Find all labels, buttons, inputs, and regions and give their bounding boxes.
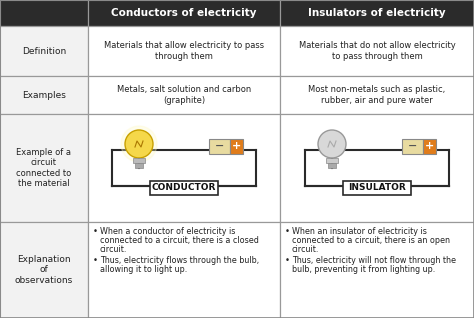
Bar xyxy=(343,181,411,195)
Text: Definition: Definition xyxy=(22,46,66,56)
Text: •: • xyxy=(285,256,290,265)
Text: Explanation
of
observations: Explanation of observations xyxy=(15,255,73,285)
Bar xyxy=(150,181,218,195)
Text: CONDUCTOR: CONDUCTOR xyxy=(152,183,216,192)
Circle shape xyxy=(318,130,346,158)
Bar xyxy=(88,0,280,26)
Bar xyxy=(88,26,280,76)
Text: connected to a circuit, there is an open: connected to a circuit, there is an open xyxy=(292,236,450,245)
Text: Materials that do not allow electricity
to pass through them: Materials that do not allow electricity … xyxy=(299,41,456,61)
Text: −: − xyxy=(215,141,224,151)
Bar xyxy=(0,26,88,76)
Text: Metals, salt solution and carbon
(graphite): Metals, salt solution and carbon (graphi… xyxy=(117,85,251,105)
Bar xyxy=(88,76,280,114)
Text: Most non-metals such as plastic,
rubber, air and pure water: Most non-metals such as plastic, rubber,… xyxy=(309,85,446,105)
Bar xyxy=(0,76,88,114)
Bar xyxy=(88,222,280,318)
Text: Examples: Examples xyxy=(22,91,66,100)
Bar xyxy=(0,0,88,26)
Text: Thus, electricity flows through the bulb,: Thus, electricity flows through the bulb… xyxy=(100,256,259,265)
Text: Insulators of electricity: Insulators of electricity xyxy=(308,8,446,18)
Text: Thus, electricity will not flow through the: Thus, electricity will not flow through … xyxy=(292,256,456,265)
Text: bulb, preventing it from lighting up.: bulb, preventing it from lighting up. xyxy=(292,265,435,274)
Text: connected to a circuit, there is a closed: connected to a circuit, there is a close… xyxy=(100,236,259,245)
Text: circuit.: circuit. xyxy=(292,245,319,254)
Text: When a conductor of electricity is: When a conductor of electricity is xyxy=(100,227,236,236)
Bar xyxy=(326,158,338,163)
Bar xyxy=(280,0,474,26)
Bar xyxy=(423,139,436,154)
Bar xyxy=(230,139,243,154)
Text: •: • xyxy=(93,227,98,236)
Bar xyxy=(402,139,423,154)
Bar xyxy=(209,139,230,154)
Text: When an insulator of electricity is: When an insulator of electricity is xyxy=(292,227,427,236)
Text: Materials that allow electricity to pass
through them: Materials that allow electricity to pass… xyxy=(104,41,264,61)
Circle shape xyxy=(125,130,153,158)
Text: allowing it to light up.: allowing it to light up. xyxy=(100,265,187,274)
Bar xyxy=(280,222,474,318)
Bar xyxy=(280,76,474,114)
Bar xyxy=(88,114,280,222)
Circle shape xyxy=(121,126,157,162)
Text: •: • xyxy=(285,227,290,236)
Bar xyxy=(0,114,88,222)
Bar xyxy=(280,114,474,222)
Bar xyxy=(133,158,146,163)
Text: INSULATOR: INSULATOR xyxy=(348,183,406,192)
Bar xyxy=(0,222,88,318)
Text: −: − xyxy=(408,141,417,151)
Bar xyxy=(328,163,337,168)
Text: Conductors of electricity: Conductors of electricity xyxy=(111,8,257,18)
Bar xyxy=(135,163,144,168)
Bar xyxy=(280,26,474,76)
Text: circuit.: circuit. xyxy=(100,245,128,254)
Text: +: + xyxy=(425,141,434,151)
Text: Example of a
circuit
connected to
the material: Example of a circuit connected to the ma… xyxy=(17,148,72,188)
Text: •: • xyxy=(93,256,98,265)
Text: +: + xyxy=(232,141,241,151)
